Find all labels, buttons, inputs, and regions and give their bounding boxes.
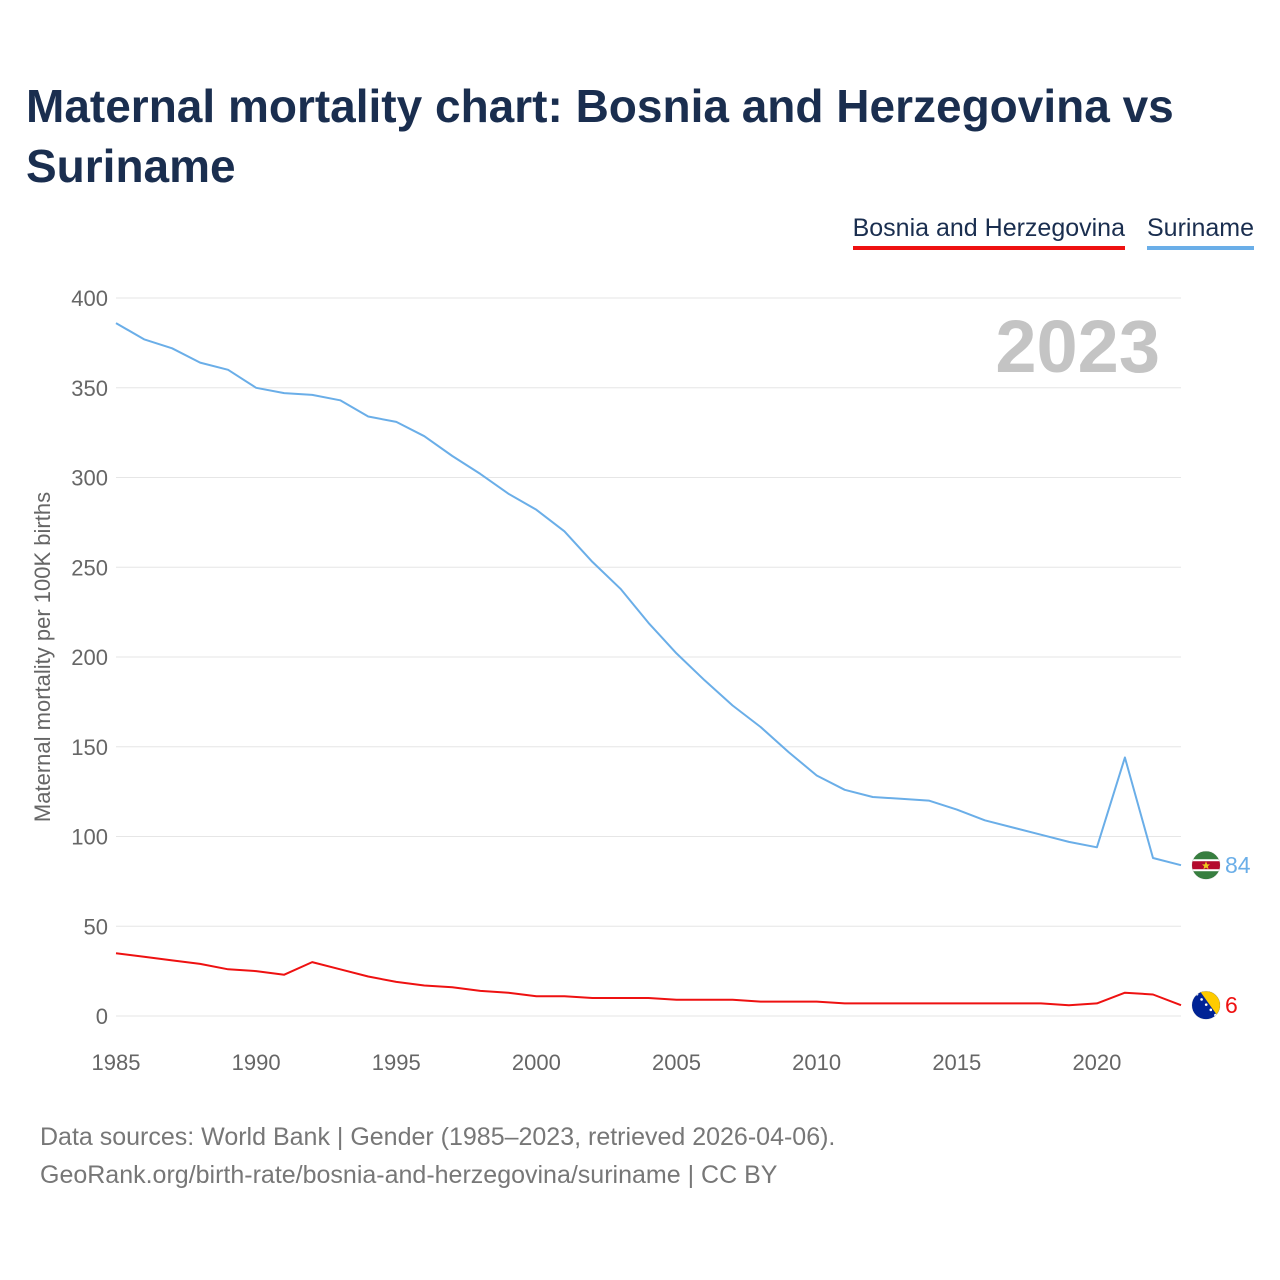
- legend: Bosnia and Herzegovina Suriname: [852, 214, 1254, 250]
- y-tick-label: 250: [71, 555, 108, 580]
- series-line-bih: [115, 952, 1182, 1007]
- x-tick-label: 1995: [372, 1050, 421, 1075]
- series-line-sur: [115, 322, 1182, 867]
- x-tick-label: 2000: [512, 1050, 561, 1075]
- y-tick-label: 200: [71, 645, 108, 670]
- flag-outline: [1191, 850, 1221, 880]
- legend-item-suriname[interactable]: Suriname: [1147, 214, 1254, 250]
- y-tick-label: 150: [71, 735, 108, 760]
- legend-item-bosnia[interactable]: Bosnia and Herzegovina: [852, 214, 1125, 250]
- x-tick-label: 1990: [232, 1050, 281, 1075]
- flag-outline: [1191, 990, 1221, 1020]
- x-tick-label: 1985: [92, 1050, 141, 1075]
- source-url-text: GeoRank.org/birth-rate/bosnia-and-herzeg…: [40, 1161, 778, 1189]
- suriname-flag-icon: [1192, 851, 1220, 880]
- y-axis-label: Maternal mortality per 100K births: [30, 492, 55, 822]
- y-tick-label: 0: [96, 1004, 108, 1029]
- bosnia-flag-icon: [1192, 991, 1220, 1020]
- end-value-label-bih: 6: [1225, 992, 1238, 1018]
- footer: Data sources: World Bank | Gender (1985–…: [40, 1118, 835, 1194]
- y-tick-label: 300: [71, 466, 108, 491]
- page-title: Maternal mortality chart: Bosnia and Her…: [26, 80, 1174, 192]
- y-tick-label: 50: [84, 914, 108, 939]
- x-tick-label: 2015: [932, 1050, 981, 1075]
- line-chart: 0 50 100 150 200 250 300 350 400 1985 1990 1995 2000…: [30, 286, 1251, 1075]
- x-tick-label: 2005: [652, 1050, 701, 1075]
- data-source-text: Data sources: World Bank | Gender (1985–…: [40, 1123, 836, 1151]
- year-watermark: 2023: [995, 305, 1160, 388]
- y-tick-label: 100: [71, 825, 108, 850]
- y-tick-label: 350: [71, 376, 108, 401]
- end-value-label-sur: 84: [1225, 852, 1251, 878]
- x-tick-label: 2020: [1072, 1050, 1121, 1075]
- x-tick-label: 2010: [792, 1050, 841, 1075]
- y-tick-label: 400: [71, 286, 108, 311]
